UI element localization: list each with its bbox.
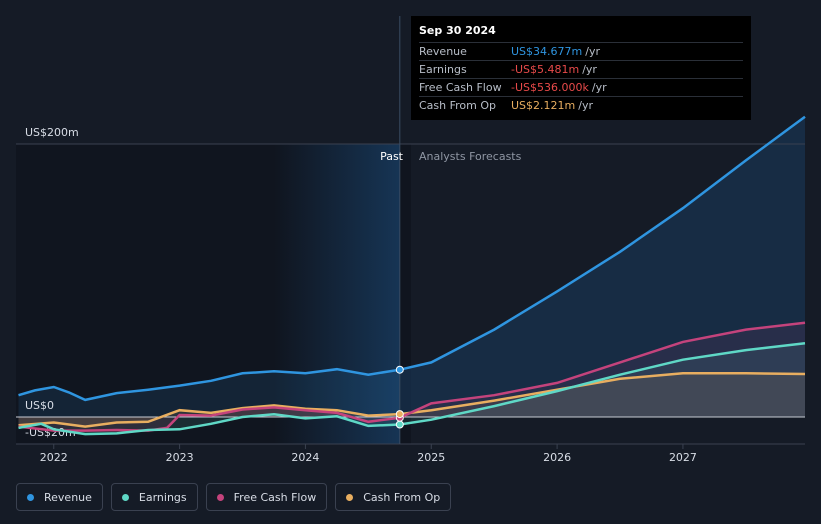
- revenue-forecast-line: [399, 115, 806, 371]
- tooltip-row-revenue: Revenue US$34.677m /yr: [419, 42, 743, 60]
- tooltip-unit: /yr: [578, 99, 593, 112]
- tooltip-value: US$34.677m: [511, 45, 583, 58]
- x-tick-label: 2023: [166, 451, 194, 464]
- earnings-past-line: [18, 413, 400, 436]
- tooltip-label: Free Cash Flow: [419, 81, 502, 94]
- y-label-top: US$200m: [25, 126, 79, 139]
- x-tick-label: 2022: [40, 451, 68, 464]
- tooltip-label: Revenue: [419, 45, 467, 58]
- legend-item-revenue[interactable]: Revenue: [16, 483, 103, 511]
- legend-item-fcf[interactable]: Free Cash Flow: [205, 483, 328, 511]
- cfo-past-line: [18, 404, 400, 428]
- tooltip-row-earnings: Earnings -US$5.481m /yr: [419, 60, 743, 78]
- x-tick-label: 2025: [417, 451, 445, 464]
- tooltip-label: Cash From Op: [419, 99, 497, 112]
- tooltip-value: -US$536.000k: [511, 81, 589, 94]
- fcf-dot-icon: [216, 493, 224, 501]
- revenue-past-line: [18, 367, 400, 402]
- legend-label: Cash From Op: [363, 490, 441, 504]
- past-label: Past: [380, 150, 404, 163]
- revenue-past-area: [18, 369, 400, 417]
- tooltip-date: Sep 30 2024: [419, 24, 496, 37]
- earnings-dot-icon: [121, 493, 129, 501]
- earnings-current-marker: [395, 420, 404, 429]
- tooltip-unit: /yr: [585, 45, 600, 58]
- revenue-forecast-area: [399, 116, 805, 417]
- legend-label: Free Cash Flow: [233, 490, 317, 504]
- fcf-forecast-line: [399, 321, 806, 419]
- fcf-past-area: [18, 407, 400, 431]
- legend-item-earnings[interactable]: Earnings: [110, 483, 198, 511]
- legend-label: Earnings: [138, 490, 187, 504]
- x-tick-label: 2026: [543, 451, 571, 464]
- cfo-dot-icon: [346, 493, 354, 501]
- tooltip: Sep 30 2024 Revenue US$34.677m /yr Earni…: [411, 16, 751, 120]
- legend: Revenue Earnings Free Cash Flow Cash Fro…: [16, 483, 459, 511]
- tooltip-label: Earnings: [419, 63, 467, 76]
- legend-item-cfo[interactable]: Cash From Op: [335, 483, 452, 511]
- past-highlight-band: [273, 144, 400, 444]
- tooltip-value: US$2.121m: [511, 99, 576, 112]
- fcf-past-line: [18, 406, 400, 432]
- tooltip-unit: /yr: [582, 63, 597, 76]
- tooltip-row-cfo: Cash From Op US$2.121m /yr: [419, 96, 743, 114]
- x-tick-label: 2024: [291, 451, 319, 464]
- x-tick-label: 2027: [669, 451, 697, 464]
- forecast-label: Analysts Forecasts: [419, 150, 522, 163]
- revenue-current-marker: [395, 365, 404, 374]
- y-label-zero: US$0: [25, 399, 54, 412]
- cfo-forecast-area: [399, 373, 805, 417]
- tooltip-unit: /yr: [591, 81, 607, 94]
- tooltip-value: -US$5.481m: [511, 63, 580, 76]
- earnings-forecast-line: [399, 342, 806, 426]
- earnings-forecast-area: [399, 343, 805, 425]
- cfo-forecast-line: [399, 372, 806, 416]
- legend-label: Revenue: [44, 490, 92, 504]
- tooltip-row-fcf: Free Cash Flow -US$536.000k /yr: [419, 78, 743, 96]
- revenue-dot-icon: [27, 493, 34, 501]
- cfo-current-marker: [395, 410, 404, 419]
